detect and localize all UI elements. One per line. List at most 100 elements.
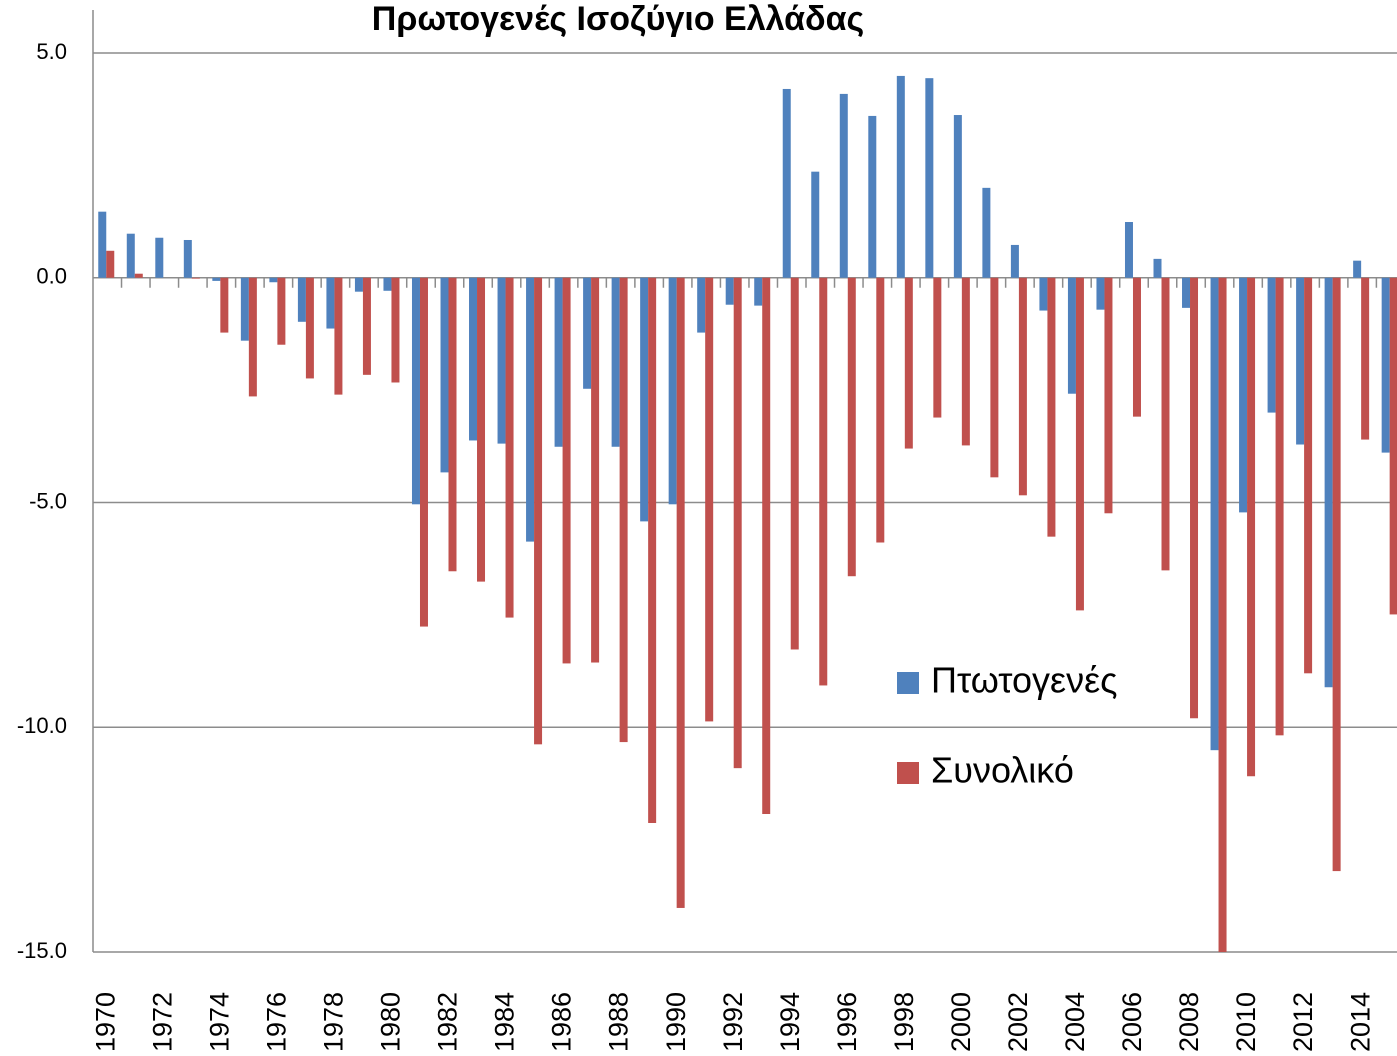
bar: [725, 277, 734, 305]
bar: [953, 115, 962, 278]
bar: [1361, 277, 1370, 440]
y-tick-label: -5.0: [29, 488, 67, 513]
bar: [419, 277, 428, 627]
bar: [297, 277, 306, 322]
bar: [1010, 244, 1019, 278]
legend-label: Συνολικό: [931, 750, 1074, 791]
bar: [526, 277, 535, 542]
bar: [583, 277, 592, 389]
chart-title: Πρωτογενές Ισοζύγιο Ελλάδας: [372, 0, 864, 38]
bar: [1182, 277, 1191, 308]
bar: [619, 277, 628, 743]
bar: [477, 277, 486, 582]
bar: [383, 277, 392, 291]
x-tick-label: 1994: [775, 992, 805, 1052]
bar: [1210, 277, 1219, 751]
bar: [782, 88, 791, 278]
legend-swatch: [897, 762, 919, 784]
bar: [469, 277, 478, 441]
bar: [1190, 277, 1199, 719]
bar: [961, 277, 970, 446]
bar: [1275, 277, 1284, 736]
bar: [1132, 277, 1141, 417]
bar: [1104, 277, 1113, 514]
x-tick-label: 2010: [1231, 992, 1261, 1052]
x-tick-label: 1984: [490, 992, 520, 1052]
bar: [1047, 277, 1056, 537]
bar: [554, 277, 563, 447]
bar: [1247, 277, 1256, 777]
legend-label: Πτωτογενές: [931, 660, 1118, 701]
bar: [925, 78, 934, 278]
bar: [640, 277, 649, 522]
bar: [982, 187, 991, 278]
x-tick-label: 1974: [204, 992, 234, 1052]
bar: [497, 277, 506, 444]
x-tick-label: 2014: [1345, 992, 1375, 1052]
bar: [220, 277, 229, 333]
bar: [591, 277, 600, 663]
bar: [562, 277, 571, 664]
y-tick-label: 5.0: [36, 39, 67, 64]
bar: [611, 277, 620, 447]
bar: [733, 277, 742, 769]
bar: [1153, 258, 1162, 278]
bar: [269, 277, 278, 283]
bar: [847, 277, 856, 577]
bar: [762, 277, 771, 815]
bar: [1324, 277, 1333, 688]
x-tick-label: 1976: [262, 992, 292, 1052]
bar: [811, 171, 820, 278]
bar: [697, 277, 706, 333]
x-tick-label: 1978: [319, 992, 349, 1052]
y-tick-label: 0.0: [36, 264, 67, 289]
bar: [334, 277, 343, 395]
x-tick-label: 1982: [433, 992, 463, 1052]
x-tick-label: 2008: [1174, 992, 1204, 1052]
bar: [1039, 277, 1048, 311]
bar: [839, 93, 848, 278]
bar: [212, 277, 221, 281]
bar: [1304, 277, 1313, 674]
bar: [876, 277, 885, 543]
bar: [904, 277, 913, 449]
bar: [534, 277, 543, 745]
bar: [305, 277, 314, 379]
bar: [790, 277, 799, 650]
bar: [106, 250, 115, 278]
bar: [1067, 277, 1076, 394]
bar: [1389, 277, 1397, 615]
bar: [1096, 277, 1105, 310]
bar: [1018, 277, 1027, 496]
bar: [326, 277, 335, 329]
bar: [391, 277, 400, 383]
x-tick-label: 1998: [889, 992, 919, 1052]
x-tick-label: 2012: [1288, 992, 1318, 1052]
bar: [1239, 277, 1248, 513]
x-tick-label: 2004: [1060, 992, 1090, 1052]
bar: [933, 277, 942, 418]
bar: [754, 277, 763, 306]
x-tick-label: 1986: [547, 992, 577, 1052]
x-tick-label: 1970: [90, 992, 120, 1052]
x-tick-label: 1972: [147, 992, 177, 1052]
bar: [248, 277, 257, 397]
x-tick-label: 1996: [832, 992, 862, 1052]
y-tick-label: -15.0: [17, 938, 67, 963]
bar: [126, 233, 135, 278]
bar: [240, 277, 249, 341]
bar: [1296, 277, 1305, 445]
bar: [183, 239, 192, 278]
x-tick-label: 2000: [946, 992, 976, 1052]
bar: [448, 277, 457, 572]
x-tick-label: 1990: [661, 992, 691, 1052]
legend-swatch: [897, 672, 919, 694]
bar: [411, 277, 420, 505]
x-tick-label: 2002: [1003, 992, 1033, 1052]
bar: [98, 211, 107, 278]
bar: [1381, 277, 1390, 453]
bar: [668, 277, 677, 505]
y-tick-label: -10.0: [17, 713, 67, 738]
